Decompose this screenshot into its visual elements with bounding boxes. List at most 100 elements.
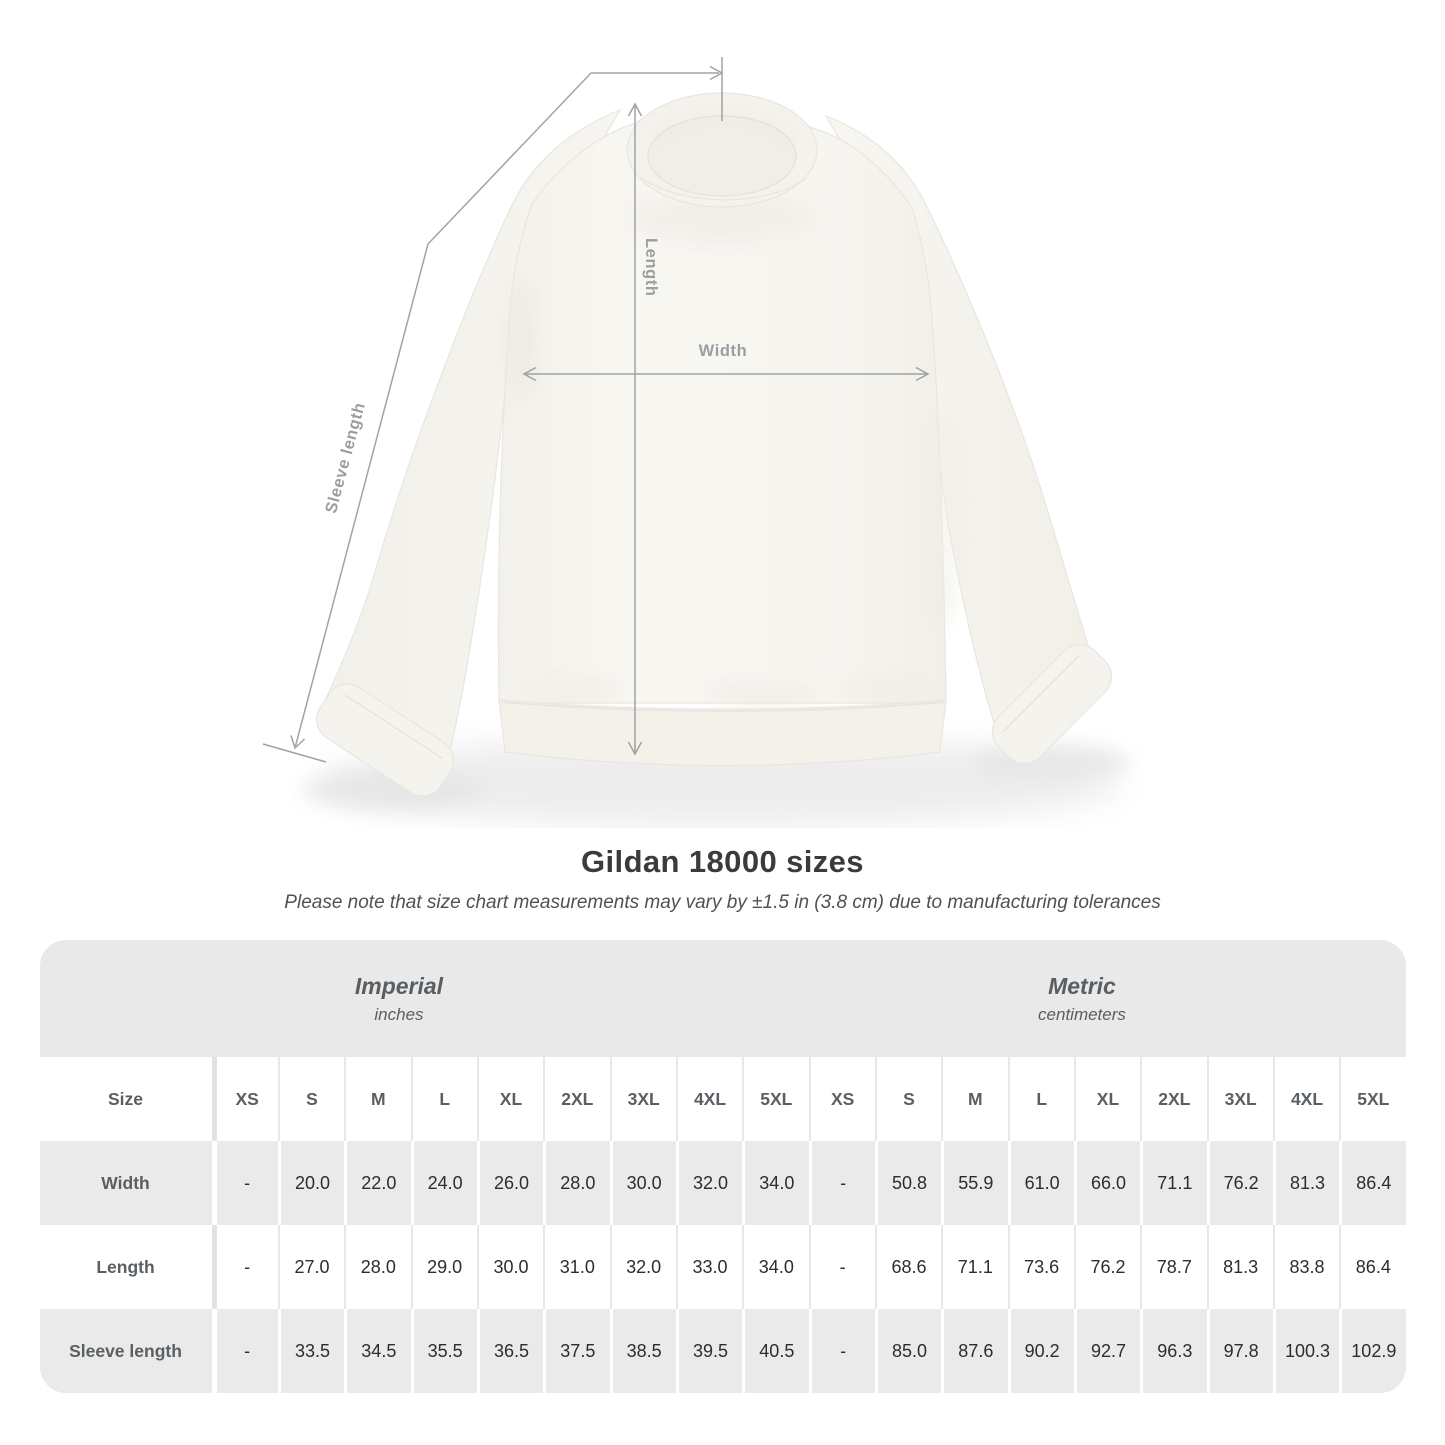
- sleeve-length-imperial-xs: -: [211, 1309, 278, 1393]
- length-metric-s: 68.6: [874, 1225, 941, 1309]
- size-row-label: Size: [107, 1088, 144, 1109]
- size-table: Imperial inches Metric centimeters Size …: [39, 940, 1406, 1393]
- length-metric-4xl: 83.8: [1272, 1225, 1339, 1309]
- width-metric-xs: -: [808, 1141, 875, 1225]
- width-metric-s: 50.8: [874, 1141, 941, 1225]
- hem-band: [498, 699, 947, 767]
- length-imperial-2xl: 31.0: [543, 1225, 609, 1309]
- width-row: Width -20.0 22.0 24.0 26.0 28.0 30.0 32.0 34.0-…: [39, 1141, 1406, 1225]
- sleeve-arrowhead: [290, 735, 306, 750]
- down-arrowhead: [627, 741, 643, 756]
- sleeve-length-metric-s: 85.0: [874, 1309, 941, 1393]
- measurement-lines: [262, 57, 930, 763]
- size-col-metric-xs: XS: [808, 1057, 875, 1141]
- size-col-imperial-xs: XS: [211, 1057, 278, 1141]
- length-imperial-4xl: 33.0: [675, 1225, 742, 1309]
- length-row-label: Length: [96, 1256, 155, 1277]
- metric-title: Metric: [1048, 972, 1116, 999]
- width-imperial-5xl: 34.0: [742, 1141, 808, 1225]
- right-arrowhead: [709, 65, 724, 81]
- length-metric-5xl: 86.4: [1339, 1225, 1405, 1309]
- width-imperial-xs: -: [211, 1141, 278, 1225]
- size-header-row: Size XS S M L XL 2XL 3XL 4XL 5XL XS S M L XL 2XL 3XL 4XL…: [39, 1057, 1406, 1141]
- width-imperial-3xl: 30.0: [609, 1141, 676, 1225]
- width-metric-4xl: 81.3: [1272, 1141, 1339, 1225]
- length-metric-xs: -: [808, 1225, 875, 1309]
- size-col-imperial-xl: XL: [476, 1057, 543, 1141]
- width-metric-xl: 66.0: [1073, 1141, 1140, 1225]
- title-block: Gildan 18000 sizes Please note that size…: [0, 844, 1445, 914]
- sleeve-length-metric-m: 87.6: [941, 1309, 1007, 1393]
- sleeve-length-imperial-5xl: 40.5: [742, 1309, 808, 1393]
- width-imperial-4xl: 32.0: [675, 1141, 742, 1225]
- size-col-metric-3xl: 3XL: [1206, 1057, 1273, 1141]
- imperial-title: Imperial: [354, 972, 444, 999]
- size-col-metric-m: M: [941, 1057, 1007, 1141]
- length-row: Length -27.0 28.0 29.0 30.0 31.0 32.0 33.0 34.0…: [39, 1225, 1406, 1309]
- sleeve-length-imperial-3xl: 38.5: [609, 1309, 676, 1393]
- width-imperial-l: 24.0: [410, 1141, 477, 1225]
- imperial-section-header: Imperial inches: [39, 940, 759, 1057]
- unit-header-row: Imperial inches Metric centimeters: [39, 940, 1406, 1057]
- sleeve-length-imperial-4xl: 39.5: [675, 1309, 742, 1393]
- size-col-imperial-2xl: 2XL: [543, 1057, 609, 1141]
- sleeve-length-metric-l: 90.2: [1007, 1309, 1074, 1393]
- sleeve-length-metric-4xl: 100.3: [1272, 1309, 1339, 1393]
- product-figure: Length Width Sleeve length: [262, 57, 1130, 826]
- width-imperial-xl: 26.0: [476, 1141, 543, 1225]
- size-col-metric-5xl: 5XL: [1339, 1057, 1405, 1141]
- width-metric-3xl: 76.2: [1206, 1141, 1273, 1225]
- length-measure-label: Length: [642, 238, 660, 297]
- sleeve-length-imperial-m: 34.5: [344, 1309, 410, 1393]
- metric-unit: centimeters: [1038, 1004, 1126, 1024]
- size-col-imperial-4xl: 4XL: [675, 1057, 742, 1141]
- length-metric-l: 73.6: [1007, 1225, 1074, 1309]
- size-col-metric-2xl: 2XL: [1140, 1057, 1206, 1141]
- length-metric-3xl: 81.3: [1206, 1225, 1273, 1309]
- sleeve-length-imperial-2xl: 37.5: [543, 1309, 609, 1393]
- length-imperial-l: 29.0: [410, 1225, 477, 1309]
- size-col-metric-xl: XL: [1073, 1057, 1140, 1141]
- width-metric-5xl: 86.4: [1339, 1141, 1405, 1225]
- length-imperial-3xl: 32.0: [609, 1225, 676, 1309]
- length-metric-xl: 76.2: [1073, 1225, 1140, 1309]
- right-arrowhead: [915, 366, 930, 382]
- length-metric-m: 71.1: [941, 1225, 1007, 1309]
- length-imperial-xs: -: [211, 1225, 278, 1309]
- width-metric-m: 55.9: [941, 1141, 1007, 1225]
- cuff-tick: [262, 743, 327, 763]
- sleeve-length-metric-xs: -: [808, 1309, 875, 1393]
- sleeve-length-row-label: Sleeve length: [69, 1340, 182, 1361]
- width-metric-l: 61.0: [1007, 1141, 1074, 1225]
- size-col-imperial-m: M: [344, 1057, 410, 1141]
- size-col-imperial-3xl: 3XL: [609, 1057, 676, 1141]
- width-imperial-2xl: 28.0: [543, 1141, 609, 1225]
- sweatshirt-image: [316, 92, 1113, 797]
- width-measure-label: Width: [698, 342, 748, 360]
- left-arrowhead: [522, 366, 537, 382]
- length-imperial-5xl: 34.0: [742, 1225, 808, 1309]
- imperial-unit: inches: [374, 1004, 424, 1024]
- sleeve-length-imperial-l: 35.5: [410, 1309, 477, 1393]
- size-col-imperial-5xl: 5XL: [742, 1057, 808, 1141]
- left-cuff: [316, 683, 454, 797]
- width-imperial-m: 22.0: [344, 1141, 410, 1225]
- sleeve-length-metric-xl: 92.7: [1073, 1309, 1140, 1393]
- sleeve-length-metric-3xl: 97.8: [1206, 1309, 1273, 1393]
- width-imperial-s: 20.0: [277, 1141, 344, 1225]
- width-row-label: Width: [101, 1172, 150, 1193]
- length-imperial-xl: 30.0: [476, 1225, 543, 1309]
- sweatshirt-measurement-diagram: [262, 57, 1130, 826]
- sleeve-length-row: Sleeve length -33.5 34.5 35.5 36.5 37.5 38.5 3…: [39, 1309, 1406, 1393]
- width-metric-2xl: 71.1: [1140, 1141, 1206, 1225]
- sleeve-length-metric-2xl: 96.3: [1140, 1309, 1206, 1393]
- tolerance-note: Please note that size chart measurements…: [284, 892, 1161, 913]
- up-arrowhead: [627, 102, 643, 117]
- metric-section-header: Metric centimeters: [758, 940, 1406, 1057]
- sleeve-length-imperial-s: 33.5: [277, 1309, 344, 1393]
- size-col-metric-s: S: [874, 1057, 941, 1141]
- size-col-imperial-s: S: [277, 1057, 344, 1141]
- page-title: Gildan 18000 sizes: [581, 844, 864, 879]
- sleeve-length-imperial-xl: 36.5: [476, 1309, 543, 1393]
- length-imperial-m: 28.0: [344, 1225, 410, 1309]
